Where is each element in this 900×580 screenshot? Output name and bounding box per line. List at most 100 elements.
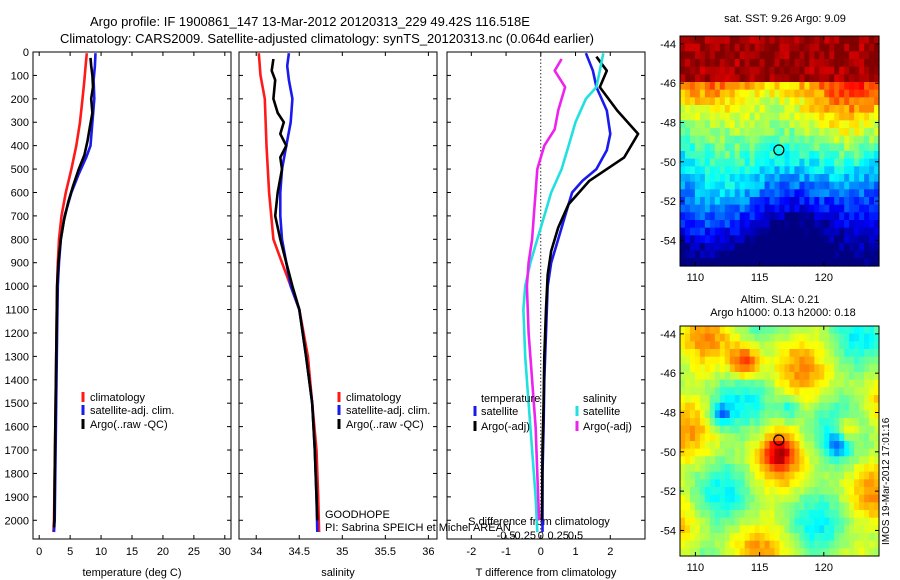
y-tick-label: 300 <box>11 117 29 129</box>
legend-item: climatology <box>346 392 402 404</box>
x-tick-label: 2 <box>607 546 613 558</box>
pi-label: PI: Sabrina SPEICH et Michel AREAN <box>325 522 511 534</box>
y-tick-label: 600 <box>11 187 29 199</box>
y-tick-label: 1600 <box>5 422 29 434</box>
legend-item: satellite <box>481 406 518 418</box>
map-y-tick-label: -52 <box>660 196 676 208</box>
legend-item: Argo(-adj) <box>481 421 530 433</box>
legend-item: satellite <box>583 406 620 418</box>
legend-item: climatology <box>90 392 146 404</box>
legend-item: Argo(-adj) <box>583 421 632 433</box>
panel-salinity: 34 34.5 35 35.5 36 salinity climatologysatelli… <box>238 51 438 579</box>
map-y-tick-label: -44 <box>660 329 676 341</box>
header-line2: Climatology: CARS2009. Satellite-adjuste… <box>60 31 594 46</box>
map-frame <box>679 35 880 267</box>
map-y-tick-label: -44 <box>660 39 676 51</box>
axes-frame <box>238 51 438 540</box>
x-axis-label: temperature (deg C) <box>82 567 181 579</box>
legend-header: salinity <box>583 393 617 405</box>
map-y-tick-label: -48 <box>660 117 676 129</box>
header-line1: Argo profile: IF 1900861_147 13-Mar-2012… <box>90 14 530 29</box>
panel-difference: -2 -1 0 1 2 T difference from climatology -0.5… <box>446 51 646 579</box>
x-tick-label: 20 <box>157 546 169 558</box>
y-tick-label: 900 <box>11 258 29 270</box>
y-tick-label: 0 <box>23 47 29 59</box>
x-tick-label: 35.5 <box>375 546 396 558</box>
series-line-3 <box>525 58 567 521</box>
map-field <box>680 36 880 267</box>
project-label: GOODHOPE <box>325 509 390 521</box>
legend-header: temperature <box>481 393 540 405</box>
x-tick-label: 1 <box>572 546 578 558</box>
x-axis-label: salinity <box>321 567 355 579</box>
x2-tick-label: -0.25 <box>511 530 536 542</box>
argo-position-marker <box>773 434 785 446</box>
x-tick-label: 36 <box>422 546 434 558</box>
y-tick-label: 400 <box>11 141 29 153</box>
x-tick-label: 15 <box>126 546 138 558</box>
x-tick-label: 5 <box>67 546 73 558</box>
x-tick-label: 35 <box>336 546 348 558</box>
x-tick-label: 0 <box>538 546 544 558</box>
map-frame <box>679 325 880 557</box>
x-tick-label: 34.5 <box>289 546 310 558</box>
x-tick-label: 25 <box>188 546 200 558</box>
y-tick-label: 200 <box>11 94 29 106</box>
y-tick-label: 2000 <box>5 515 29 527</box>
y-tick-label: 1800 <box>5 468 29 480</box>
map-title: Argo h1000: 0.13 h2000: 0.18 <box>710 307 856 319</box>
y-tick-label: 700 <box>11 211 29 223</box>
axes-frame <box>32 51 232 540</box>
x2-tick-label: 0.25 <box>547 530 568 542</box>
map-x-tick-label: 115 <box>751 562 769 574</box>
x-axis-label: T difference from climatology <box>476 567 617 579</box>
map-x-tick-label: 115 <box>751 272 769 284</box>
legend-item: Argo(..raw -QC) <box>346 419 424 431</box>
x-tick-label: -1 <box>501 546 511 558</box>
map-x-tick-label: 110 <box>687 562 705 574</box>
plots-layer: 0100200300400500600700800900100011001200… <box>5 13 880 579</box>
y-tick-label: 1200 <box>5 328 29 340</box>
map-x-tick-label: 120 <box>815 562 833 574</box>
map-x-tick-label: 120 <box>815 272 833 284</box>
map-y-tick-label: -54 <box>660 525 676 537</box>
panel-sst-map: -44 -46 -48 -50 -52 -54 110 115 120 sat. SST: 9.2… <box>660 13 880 284</box>
x-tick-label: 10 <box>95 546 107 558</box>
x-tick-label: 34 <box>250 546 262 558</box>
map-y-tick-label: -50 <box>660 447 676 459</box>
y-tick-label: 1700 <box>5 445 29 457</box>
map-y-tick-label: -50 <box>660 157 676 169</box>
map-y-tick-label: -46 <box>660 78 676 90</box>
y-tick-label: 100 <box>11 70 29 82</box>
x2-tick-label: 0.5 <box>568 530 583 542</box>
x2-tick-label: -0.5 <box>497 530 516 542</box>
y-tick-label: 1300 <box>5 351 29 363</box>
legend-item: satellite-adj. clim. <box>346 405 430 417</box>
y-tick-label: 1900 <box>5 492 29 504</box>
map-y-tick-label: -46 <box>660 368 676 380</box>
map-y-tick-label: -54 <box>660 235 676 247</box>
argo-position-marker <box>773 144 785 156</box>
y-tick-label: 500 <box>11 164 29 176</box>
y-tick-label: 800 <box>11 234 29 246</box>
panel-temperature: 0100200300400500600700800900100011001200… <box>5 47 232 579</box>
map-title: Altim. SLA: 0.21 <box>741 294 820 306</box>
legend-item: satellite-adj. clim. <box>90 405 174 417</box>
series-line-0 <box>257 53 321 533</box>
y-tick-label: 1400 <box>5 375 29 387</box>
series-line-2 <box>522 52 605 533</box>
series-line-2 <box>270 58 319 521</box>
x-tick-label: 0 <box>36 546 42 558</box>
y-tick-label: 1100 <box>5 305 29 317</box>
credit-label: IMOS 19-Mar-2012 17:01:16 <box>881 417 892 545</box>
map-title: sat. SST: 9.26 Argo: 9.09 <box>724 13 846 25</box>
series-line-1 <box>540 55 640 521</box>
series-line-2 <box>52 57 95 528</box>
x-tick-label: 30 <box>219 546 231 558</box>
x-tick-label: -2 <box>466 546 476 558</box>
map-y-tick-label: -48 <box>660 407 676 419</box>
legend-item: Argo(..raw -QC) <box>90 419 168 431</box>
map-x-tick-label: 110 <box>687 272 705 284</box>
x2-tick-label: 0 <box>538 530 544 542</box>
